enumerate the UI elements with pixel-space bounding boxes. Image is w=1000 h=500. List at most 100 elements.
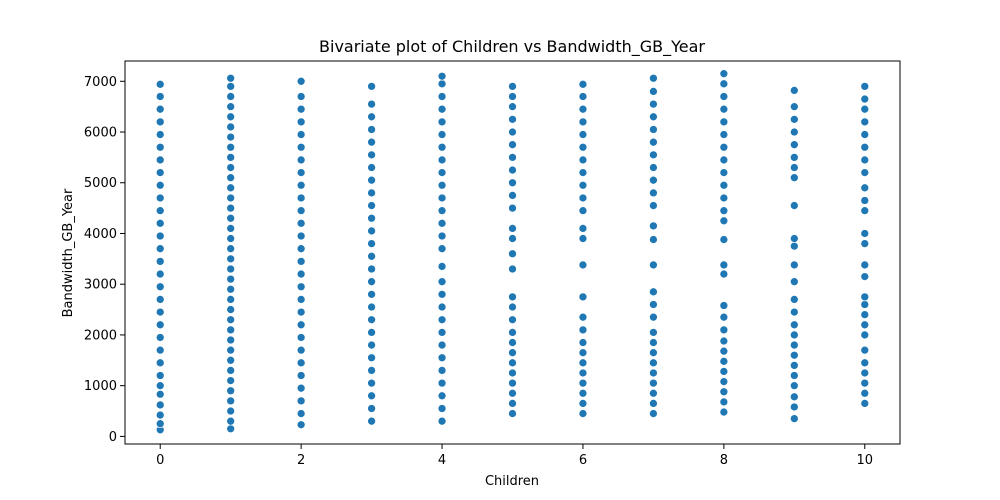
scatter-point bbox=[437, 104, 447, 114]
x-tick-label: 8 bbox=[720, 453, 728, 468]
scatter-point bbox=[367, 264, 376, 274]
scatter-point bbox=[649, 338, 658, 347]
scatter-point bbox=[649, 260, 658, 270]
scatter-point bbox=[508, 82, 517, 91]
scatter-point bbox=[367, 315, 376, 325]
scatter-point bbox=[649, 201, 658, 210]
scatter-point bbox=[649, 137, 658, 147]
scatter-point bbox=[437, 315, 447, 325]
scatter-point bbox=[578, 224, 588, 233]
scatter-point bbox=[789, 340, 799, 350]
scatter-point bbox=[789, 173, 799, 183]
x-tick-label: 0 bbox=[156, 453, 164, 468]
scatter-point bbox=[296, 142, 306, 152]
scatter-point bbox=[508, 302, 517, 312]
scatter-point bbox=[508, 358, 517, 368]
scatter-point bbox=[649, 112, 658, 122]
scatter-point bbox=[226, 244, 236, 254]
scatter-point bbox=[367, 175, 376, 185]
scatter-point bbox=[860, 168, 870, 177]
scatter-point bbox=[437, 155, 447, 165]
scatter-point bbox=[578, 399, 588, 408]
scatter-point bbox=[578, 388, 588, 398]
scatter-point bbox=[649, 150, 658, 160]
scatter-point bbox=[226, 345, 236, 355]
scatter-point bbox=[226, 142, 236, 152]
scatter-point bbox=[155, 345, 165, 355]
scatter-point bbox=[296, 358, 306, 368]
scatter-point bbox=[860, 206, 870, 215]
scatter-point bbox=[649, 300, 658, 309]
scatter-point bbox=[649, 87, 658, 96]
scatter-point bbox=[437, 302, 447, 312]
scatter-point bbox=[860, 388, 870, 398]
scatter-point bbox=[508, 191, 517, 200]
scatter-point bbox=[226, 183, 236, 193]
scatter-point bbox=[296, 409, 306, 418]
scatter-point bbox=[155, 206, 165, 215]
x-tick-label: 10 bbox=[856, 453, 873, 468]
scatter-point bbox=[719, 104, 729, 114]
scatter-point bbox=[860, 345, 870, 355]
y-tick-label: 3000 bbox=[84, 278, 117, 293]
scatter-point bbox=[508, 368, 517, 378]
scatter-point bbox=[296, 193, 306, 203]
scatter-point bbox=[578, 409, 588, 418]
scatter-point bbox=[367, 391, 376, 401]
scatter-point bbox=[860, 196, 870, 205]
scatter-point bbox=[508, 224, 517, 233]
scatter-point bbox=[508, 102, 517, 112]
scatter-point bbox=[226, 92, 236, 101]
scatter-point bbox=[508, 140, 517, 150]
scatter-point bbox=[860, 229, 870, 238]
scatter-point bbox=[367, 302, 376, 312]
scatter-point bbox=[789, 381, 799, 391]
scatter-point bbox=[226, 73, 236, 83]
scatter-point bbox=[367, 239, 376, 248]
scatter-point bbox=[296, 383, 306, 393]
scatter-point bbox=[508, 178, 517, 188]
scatter-point bbox=[437, 391, 447, 401]
scatter-point bbox=[508, 328, 517, 337]
scatter-point bbox=[437, 231, 447, 241]
scatter-point bbox=[649, 188, 658, 198]
scatter-point bbox=[578, 358, 588, 368]
scatter-point bbox=[578, 92, 588, 101]
scatter-point bbox=[296, 104, 306, 114]
scatter-point bbox=[437, 130, 447, 139]
scatter-point bbox=[437, 378, 447, 388]
scatter-point bbox=[226, 173, 236, 183]
scatter-point bbox=[578, 338, 588, 347]
scatter-point bbox=[789, 234, 799, 243]
scatter-point bbox=[508, 409, 517, 418]
scatter-point bbox=[226, 122, 236, 132]
scatter-point bbox=[578, 312, 588, 322]
scatter-point bbox=[437, 180, 447, 190]
scatter-point bbox=[226, 102, 236, 112]
scatter-point bbox=[508, 127, 517, 137]
scatter-point bbox=[367, 340, 376, 350]
scatter-point bbox=[437, 404, 447, 413]
scatter-point bbox=[226, 295, 236, 304]
scatter-point bbox=[367, 82, 376, 91]
scatter-point bbox=[508, 153, 517, 162]
scatter-point bbox=[789, 163, 799, 172]
scatter-point bbox=[508, 338, 517, 347]
scatter-point bbox=[296, 295, 306, 304]
scatter-point bbox=[508, 203, 517, 213]
scatter-point bbox=[367, 112, 376, 122]
scatter-point bbox=[155, 180, 165, 190]
scatter-point bbox=[578, 142, 588, 152]
scatter-point bbox=[226, 132, 236, 142]
scatter-point bbox=[155, 104, 165, 114]
scatter-point bbox=[296, 117, 306, 127]
scatter-point bbox=[155, 168, 165, 177]
scatter-point bbox=[367, 353, 376, 363]
scatter-point bbox=[860, 104, 870, 114]
x-tick-label: 6 bbox=[579, 453, 587, 468]
scatter-point bbox=[155, 400, 165, 410]
scatter-point bbox=[155, 307, 165, 317]
scatter-point bbox=[860, 310, 870, 319]
scatter-point bbox=[649, 175, 658, 185]
scatter-point bbox=[155, 320, 165, 330]
